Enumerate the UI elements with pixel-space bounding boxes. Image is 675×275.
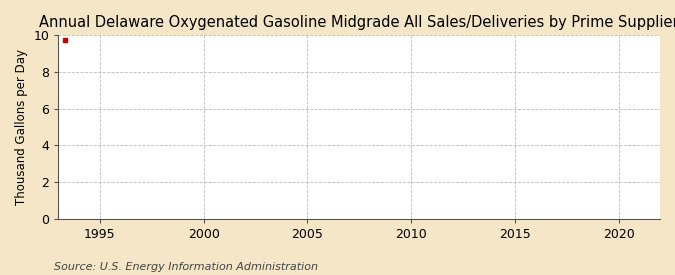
Text: Source: U.S. Energy Information Administration: Source: U.S. Energy Information Administ… [54,262,318,272]
Title: Annual Delaware Oxygenated Gasoline Midgrade All Sales/Deliveries by Prime Suppl: Annual Delaware Oxygenated Gasoline Midg… [39,15,675,30]
Y-axis label: Thousand Gallons per Day: Thousand Gallons per Day [15,49,28,205]
